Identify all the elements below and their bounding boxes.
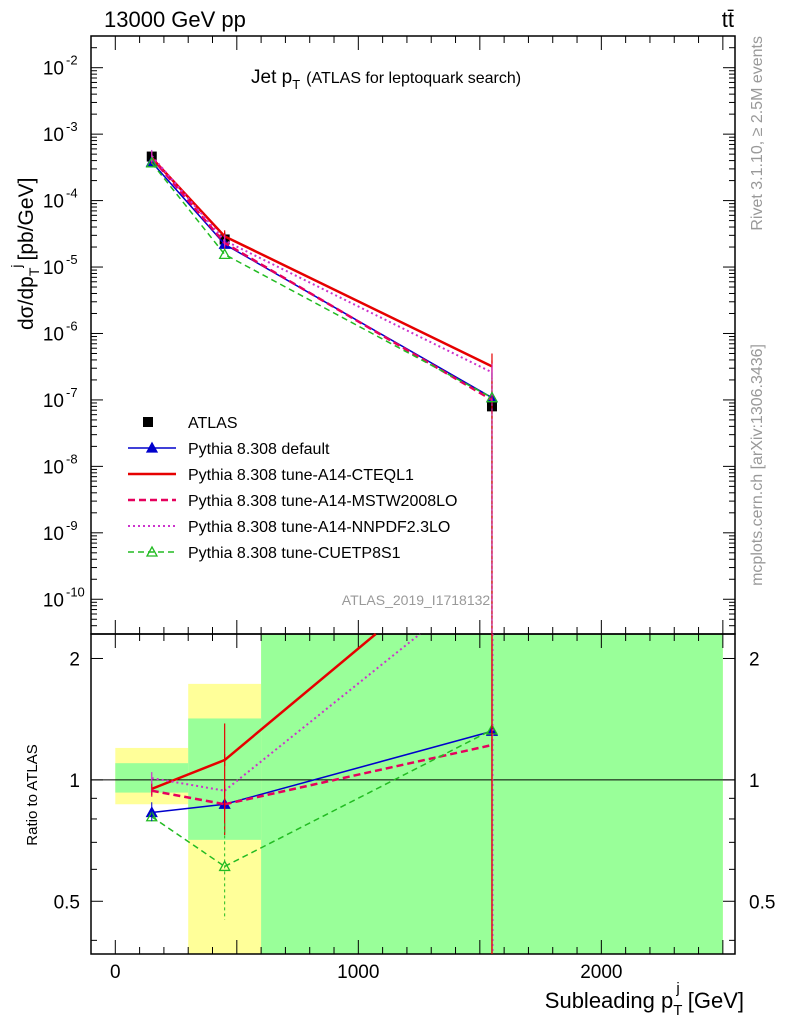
y-tick-label: 10 (43, 59, 64, 80)
ratio-line-nnpdf (224, 633, 421, 792)
y-tick-label: 10 (43, 457, 64, 478)
y-tick-exponent: -5 (66, 252, 78, 267)
legend-marker-atlas (143, 417, 153, 427)
series-line-default (151, 161, 493, 399)
ratio-line-cuetp8s1 (224, 729, 493, 868)
lower-ylabel: Ratio to ATLAS (24, 744, 41, 845)
y-tick-exponent: -4 (66, 186, 78, 201)
series-line-cuetp8s1 (151, 162, 493, 399)
y-tick-label: 10 (43, 590, 64, 611)
ratio-line-cuetp8s1 (151, 816, 226, 868)
series-line-cteql1 (150, 156, 493, 368)
lower-plot-frame (90, 633, 736, 955)
marker-triangle (145, 441, 159, 453)
analysis-id: ATLAS_2019_I1718132 (342, 592, 491, 608)
ratio-line-mstw (224, 743, 493, 806)
y-tick-label: 10 (43, 524, 64, 545)
marker-triangle (145, 545, 159, 557)
y-tick-label: 10 (43, 258, 64, 279)
x-tick-label: 2000 (580, 962, 622, 983)
y-tick-label: 10 (43, 192, 64, 213)
y-tick-exponent: -2 (66, 53, 78, 68)
legend-label: Pythia 8.308 tune-A14-NNPDF2.3LO (188, 519, 450, 536)
series-line-nnpdf (150, 155, 493, 374)
y-tick-exponent: -7 (66, 385, 78, 400)
upper-ylabel: dσ/dpTj[pb/GeV] (8, 178, 42, 330)
legend: ATLAS Pythia 8.308 default Pythia 8.308 tu… (128, 415, 457, 562)
legend-label: Pythia 8.308 tune-A14-CTEQL1 (188, 467, 414, 484)
y-tick-label: 10 (43, 391, 64, 412)
x-tick-label: 0 (110, 962, 121, 983)
collision-label: 13000 GeV pp (104, 7, 246, 32)
legend-label: ATLAS (188, 415, 238, 432)
mcplots-watermark: mcplots.cern.ch [arXiv:1306.3436] (749, 344, 766, 586)
ratio-y-tick-label-right: 2 (749, 649, 760, 670)
ratio-line-nnpdf (151, 777, 225, 792)
series-line-mstw (150, 157, 493, 402)
ratio-line-default (151, 803, 225, 814)
marker-triangle (145, 156, 158, 168)
ratio-y-tick-label: 0.5 (54, 892, 80, 913)
y-tick-label: 10 (43, 324, 64, 345)
process-label: tt̄ (722, 7, 734, 32)
y-tick-exponent: -9 (66, 518, 78, 533)
plot-title: Jet pT (ATLAS for leptoquark search) (251, 67, 521, 92)
rivet-watermark: Rivet 3.1.10, ≥ 2.5M events (749, 36, 766, 231)
ratio-line-mstw (151, 789, 225, 806)
ratio-bands (115, 634, 723, 954)
y-tick-exponent: -3 (66, 119, 78, 134)
x-axis-label: Subleading pTj [GeV] (545, 980, 744, 1019)
legend-label: Pythia 8.308 tune-CUETP8S1 (188, 545, 401, 562)
ratio-line-cteql1 (223, 633, 377, 761)
ratio-line-cteql1 (151, 758, 226, 791)
upper-series (145, 149, 499, 634)
ratio-y-tick-label: 2 (69, 649, 80, 670)
y-tick-exponent: -6 (66, 318, 78, 333)
legend-label: Pythia 8.308 default (188, 441, 330, 458)
ratio-y-tick-label: 1 (69, 771, 80, 792)
lower-frame: 0.5 0.5 1 1 2 2 0 1000 2000 (54, 633, 775, 983)
marker-triangle (218, 860, 231, 872)
marker-triangle (218, 248, 231, 260)
y-tick-label: 10 (43, 125, 64, 146)
y-tick-exponent: -8 (66, 451, 78, 466)
marker-triangle (485, 391, 499, 403)
legend-label: Pythia 8.308 tune-A14-MSTW2008LO (188, 493, 457, 510)
ratio-y-tick-label-right: 0.5 (749, 892, 775, 913)
x-tick-label: 1000 (337, 962, 379, 983)
ratio-line-default (224, 730, 493, 805)
y-tick-exponent: -10 (66, 584, 85, 599)
ratio-y-tick-label-right: 1 (749, 771, 760, 792)
ratio-series (145, 633, 499, 954)
